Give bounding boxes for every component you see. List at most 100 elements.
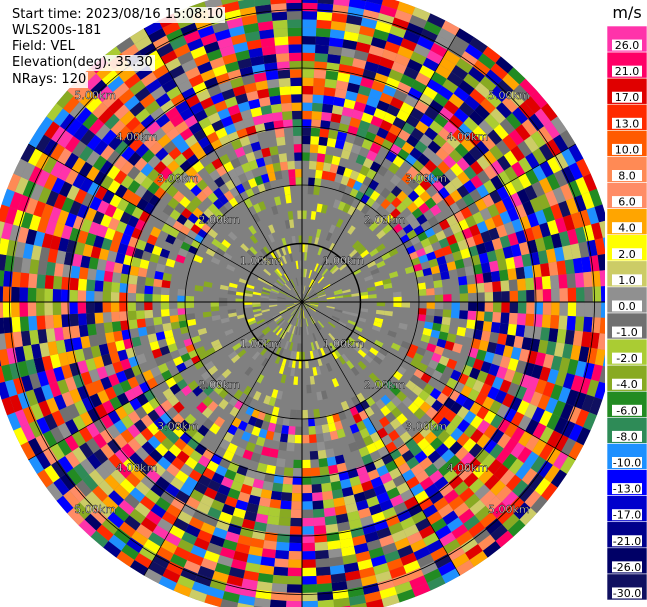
gate-cell <box>145 100 161 115</box>
gate-cell <box>517 140 533 158</box>
gate-cell <box>406 456 420 470</box>
gate-cell <box>448 441 463 455</box>
gate-cell <box>426 78 443 93</box>
gate-cell <box>464 328 475 339</box>
gate-cell <box>461 364 473 377</box>
gate-cell <box>489 400 502 415</box>
gate-cell <box>77 230 89 244</box>
gate-cell <box>568 441 584 460</box>
gate-cell <box>243 22 260 34</box>
gate-cell <box>414 269 424 278</box>
gate-cell <box>345 195 355 206</box>
gate-cell <box>211 119 225 132</box>
gate-cell <box>552 400 566 417</box>
gate-cell <box>386 104 401 117</box>
gate-cell <box>478 252 490 264</box>
gate-cell <box>352 180 363 191</box>
gate-cell <box>444 181 457 195</box>
gate-cell <box>420 28 438 43</box>
gate-cell <box>589 332 600 349</box>
gate-cell <box>363 488 377 500</box>
gate-cell <box>135 143 150 158</box>
gate-cell <box>188 589 207 603</box>
gate-cell <box>93 235 105 249</box>
gate-cell <box>370 115 384 128</box>
gate-cell <box>131 206 144 219</box>
gate-cell <box>228 25 245 38</box>
gate-cell <box>270 154 280 164</box>
gate-cell <box>248 159 259 171</box>
gate-cell <box>135 481 151 496</box>
gate-cell <box>359 308 369 313</box>
gate-cell <box>115 370 128 384</box>
gate-cell <box>417 437 430 451</box>
gate-cell <box>516 400 530 416</box>
gate-cell <box>100 376 113 390</box>
gate-cell <box>540 327 551 342</box>
gate-cell <box>583 316 593 333</box>
gate-cell <box>169 383 181 395</box>
gate-cell <box>511 426 526 443</box>
gate-cell <box>360 249 370 259</box>
gate-cell <box>342 203 352 214</box>
gate-cell <box>493 123 509 140</box>
colorbar-tick-label: -17.0 <box>613 509 641 522</box>
gate-cell <box>119 302 128 312</box>
gate-cell <box>329 264 338 273</box>
gate-cell <box>147 409 160 423</box>
colorbar-tick-bg <box>612 65 642 77</box>
gate-cell <box>312 508 325 518</box>
gate-cell <box>490 270 501 283</box>
gate-cell <box>85 302 95 314</box>
gate-cell <box>230 77 244 89</box>
gate-cell <box>121 544 140 560</box>
gate-cell <box>252 213 261 223</box>
gate-cell <box>394 424 407 437</box>
gate-cell <box>302 575 317 585</box>
gate-cell <box>464 376 477 389</box>
gate-cell <box>399 431 412 444</box>
gate-cell <box>457 466 473 482</box>
azimuth-spoke <box>28 301 303 461</box>
gate-cell <box>186 437 200 450</box>
gate-cell <box>286 304 295 309</box>
gate-cell <box>139 93 156 109</box>
gate-cell <box>321 103 334 114</box>
gate-cell <box>302 600 318 607</box>
gate-cell <box>113 170 128 185</box>
gate-cell <box>92 433 107 449</box>
gate-cell <box>260 556 276 567</box>
gate-cell <box>100 443 115 459</box>
gate-cell <box>441 448 455 463</box>
gate-cell <box>252 478 264 490</box>
gate-cell <box>256 581 273 592</box>
gate-cell <box>251 351 261 361</box>
colorbar-tick-label: -26.0 <box>613 561 641 574</box>
gate-cell <box>519 215 532 231</box>
colorbar-tick-bg <box>612 117 642 129</box>
gate-cell <box>482 321 493 332</box>
gate-cell <box>215 464 228 477</box>
colorbar-tick-bg <box>612 535 642 547</box>
gate-cell <box>334 295 344 299</box>
gate-cell <box>14 346 26 363</box>
gate-cell <box>256 373 265 384</box>
gate-cell <box>207 400 219 412</box>
gate-cell <box>340 193 350 204</box>
gate-cell <box>367 286 376 292</box>
gate-cell <box>376 127 389 140</box>
gate-cell <box>459 284 469 294</box>
gate-cell <box>274 196 282 206</box>
gate-cell <box>100 214 113 228</box>
gate-cell <box>430 42 448 58</box>
gate-cell <box>453 86 470 102</box>
gate-cell <box>524 96 542 114</box>
gate-cell <box>271 388 279 399</box>
gate-cell <box>466 457 482 473</box>
gate-cell <box>416 36 435 51</box>
gate-cell <box>334 173 344 184</box>
gate-cell <box>497 433 512 449</box>
gate-cell <box>396 109 411 123</box>
gate-cell <box>509 302 519 314</box>
gate-cell <box>37 370 49 387</box>
